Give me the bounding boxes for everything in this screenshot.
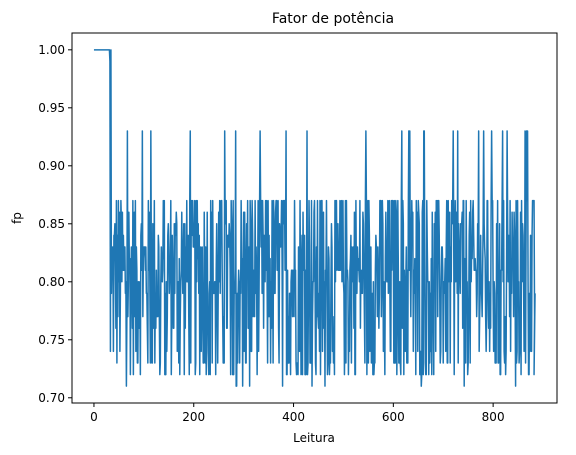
y-tick-label: 1.00	[38, 43, 65, 57]
x-tick-label: 600	[382, 410, 405, 424]
x-tick-label: 800	[482, 410, 505, 424]
y-tick-label: 0.80	[38, 275, 65, 289]
x-axis-label: Leitura	[293, 431, 335, 445]
series-line-group	[93, 49, 536, 387]
x-tick-label: 200	[182, 410, 205, 424]
y-tick-label: 0.90	[38, 159, 65, 173]
y-tick-label: 0.85	[38, 217, 65, 231]
axes-frame	[71, 32, 558, 404]
y-tick-label: 0.75	[38, 333, 65, 347]
series-line	[93, 49, 536, 387]
y-axis-label: fp	[10, 212, 24, 224]
x-tick-label: 0	[90, 410, 98, 424]
y-axis: 0.70 0.75 0.80 0.85 0.90 0.95 1.00	[38, 43, 72, 405]
x-tick-label: 400	[282, 410, 305, 424]
x-axis: 0 200 400 600 800	[90, 403, 505, 424]
y-tick-label: 0.95	[38, 101, 65, 115]
y-tick-label: 0.70	[38, 391, 65, 405]
chart-title: Fator de potência	[272, 11, 394, 27]
